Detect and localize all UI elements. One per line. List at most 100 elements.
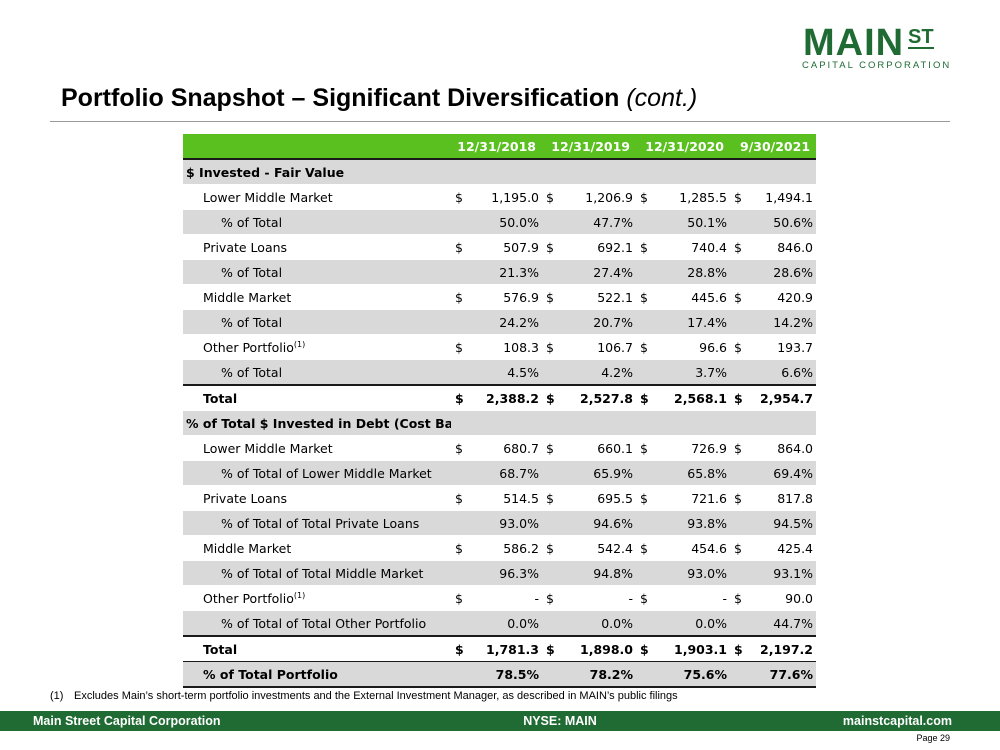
table-row: Total $1,781.3 $1,898.0 $1,903.1 $2,197.2 bbox=[183, 635, 817, 662]
row-label: % of Total of Total Other Portfolio bbox=[183, 610, 451, 636]
value-cell: 695.5 bbox=[597, 490, 633, 506]
page-number: Page 29 bbox=[916, 733, 950, 743]
currency-symbol: $ bbox=[734, 440, 742, 456]
value-cell: 726.9 bbox=[691, 440, 727, 456]
currency-symbol: $ bbox=[734, 239, 742, 255]
title-divider bbox=[50, 121, 950, 122]
row-label: Total bbox=[183, 635, 451, 662]
row-label: Other Portfolio(1) bbox=[183, 586, 451, 611]
portfolio-table: 12/31/2018 12/31/2019 12/31/2020 9/30/2021 $… bbox=[183, 134, 817, 688]
row-label-text: Lower Middle Market bbox=[203, 189, 333, 205]
percent-cell: 47.7% bbox=[542, 209, 636, 235]
currency-symbol: $ bbox=[640, 189, 648, 205]
value-cell: 1,494.1 bbox=[765, 189, 814, 205]
column-header: 12/31/2020 bbox=[636, 134, 730, 160]
footer-website: mainstcapital.com bbox=[842, 714, 952, 728]
currency-symbol: $ bbox=[546, 540, 554, 556]
percent-cell: 65.9% bbox=[542, 460, 636, 486]
logo-st-mark: ST bbox=[908, 26, 934, 49]
value-cell: 660.1 bbox=[597, 440, 633, 456]
percent-cell: 68.7% bbox=[451, 460, 542, 486]
portfolio-table-body: 12/31/2018 12/31/2019 12/31/2020 9/30/2021 $… bbox=[183, 134, 817, 688]
value-cell: 2,527.8 bbox=[560, 384, 636, 411]
page-title: Portfolio Snapshot – Significant Diversi… bbox=[61, 84, 697, 113]
section-row: $ Invested - Fair Value bbox=[183, 159, 817, 185]
percent-cell: 69.4% bbox=[730, 460, 817, 486]
value-cell: 193.7 bbox=[777, 339, 814, 355]
table-row: % of Total of Lower Middle Market 68.7% 65… bbox=[183, 460, 817, 486]
row-label: % of Total $ Invested in Debt (Cost Basi… bbox=[183, 410, 451, 436]
percent-cell: 94.6% bbox=[542, 510, 636, 536]
value-cell: 586.2 bbox=[503, 540, 539, 556]
row-label-text: Total bbox=[203, 390, 238, 406]
table-row: Lower Middle Market $1,195.0 $1,206.9 $1,28… bbox=[183, 185, 817, 210]
currency-symbol: $ bbox=[455, 440, 463, 456]
footer-ticker: NYSE: MAIN bbox=[523, 714, 597, 728]
value-cell: 1,781.3 bbox=[469, 635, 542, 662]
footnote-text: Excludes Main’s short-term portfolio inv… bbox=[74, 690, 678, 702]
currency-symbol: $ bbox=[636, 384, 654, 411]
row-label-text: % of Total bbox=[221, 264, 283, 280]
value-cell: 90.0 bbox=[785, 590, 814, 606]
percent-cell: 94.8% bbox=[542, 560, 636, 586]
table-row: % of Total of Total Private Loans 93.0% 94… bbox=[183, 510, 817, 536]
logo-wordmark: MAIN bbox=[803, 22, 905, 64]
value-cell: 1,285.5 bbox=[679, 189, 727, 205]
value-cell: 445.6 bbox=[691, 289, 727, 305]
currency-symbol: $ bbox=[640, 590, 648, 606]
percent-cell: 4.5% bbox=[451, 359, 542, 385]
table-row: Middle Market $576.9 $522.1 $445.6 $420.9 bbox=[183, 285, 817, 310]
value-cell: 514.5 bbox=[503, 490, 539, 506]
row-label-text: Lower Middle Market bbox=[203, 440, 333, 456]
row-label-text: Total bbox=[203, 641, 238, 657]
table-row: % of Total of Total Middle Market 96.3% 94… bbox=[183, 560, 817, 586]
currency-symbol: $ bbox=[640, 490, 648, 506]
row-label-text: $ Invested - Fair Value bbox=[186, 164, 345, 180]
value-cell: 740.4 bbox=[691, 239, 727, 255]
currency-symbol: $ bbox=[640, 540, 648, 556]
percent-cell: 14.2% bbox=[730, 309, 817, 335]
column-header: 12/31/2018 bbox=[451, 134, 542, 160]
table-row: % of Total 50.0% 47.7% 50.1% 50.6% bbox=[183, 209, 817, 235]
value-cell: 846.0 bbox=[777, 239, 814, 255]
table-row: Other Portfolio(1) $108.3 $106.7 $96.6 $193.… bbox=[183, 335, 817, 360]
percent-cell: 17.4% bbox=[636, 309, 730, 335]
value-cell: 1,206.9 bbox=[585, 189, 633, 205]
row-label-text: % of Total of Lower Middle Market bbox=[221, 465, 432, 481]
row-label: % of Total bbox=[183, 209, 451, 235]
row-label: Private Loans bbox=[183, 235, 451, 260]
row-label: % of Total Portfolio bbox=[183, 661, 451, 688]
row-label: Private Loans bbox=[183, 486, 451, 511]
footnote-reference: (1) bbox=[293, 339, 306, 349]
value-cell: 2,197.2 bbox=[748, 635, 817, 662]
value-cell: 2,954.7 bbox=[748, 384, 817, 411]
currency-symbol: $ bbox=[455, 289, 463, 305]
footer-bar: Main Street Capital Corporation NYSE: MA… bbox=[0, 711, 1000, 731]
currency-symbol: $ bbox=[455, 239, 463, 255]
row-label: Other Portfolio(1) bbox=[183, 335, 451, 360]
currency-symbol: $ bbox=[451, 384, 469, 411]
currency-symbol: $ bbox=[734, 289, 742, 305]
percent-cell: 20.7% bbox=[542, 309, 636, 335]
currency-symbol: $ bbox=[455, 590, 463, 606]
row-label-text: Private Loans bbox=[203, 239, 288, 255]
value-cell: 817.8 bbox=[777, 490, 814, 506]
currency-symbol: $ bbox=[734, 339, 742, 355]
table-row: Lower Middle Market $680.7 $660.1 $726.9 $86… bbox=[183, 436, 817, 461]
row-label-text: % of Total of Total Middle Market bbox=[221, 565, 424, 581]
row-label: Total bbox=[183, 384, 451, 411]
value-cell: - bbox=[628, 590, 633, 606]
column-header: 12/31/2019 bbox=[542, 134, 636, 160]
percent-cell: 4.2% bbox=[542, 359, 636, 385]
row-label: Middle Market bbox=[183, 536, 451, 561]
currency-symbol: $ bbox=[546, 490, 554, 506]
value-cell: 507.9 bbox=[503, 239, 539, 255]
page-title-text: Portfolio Snapshot – Significant Diversi… bbox=[61, 84, 627, 112]
value-cell: 108.3 bbox=[503, 339, 539, 355]
currency-symbol: $ bbox=[546, 189, 554, 205]
currency-symbol: $ bbox=[455, 490, 463, 506]
value-cell: 96.6 bbox=[699, 339, 727, 355]
table-row: Private Loans $507.9 $692.1 $740.4 $846.0 bbox=[183, 235, 817, 260]
currency-symbol: $ bbox=[730, 635, 748, 662]
currency-symbol: $ bbox=[546, 239, 554, 255]
